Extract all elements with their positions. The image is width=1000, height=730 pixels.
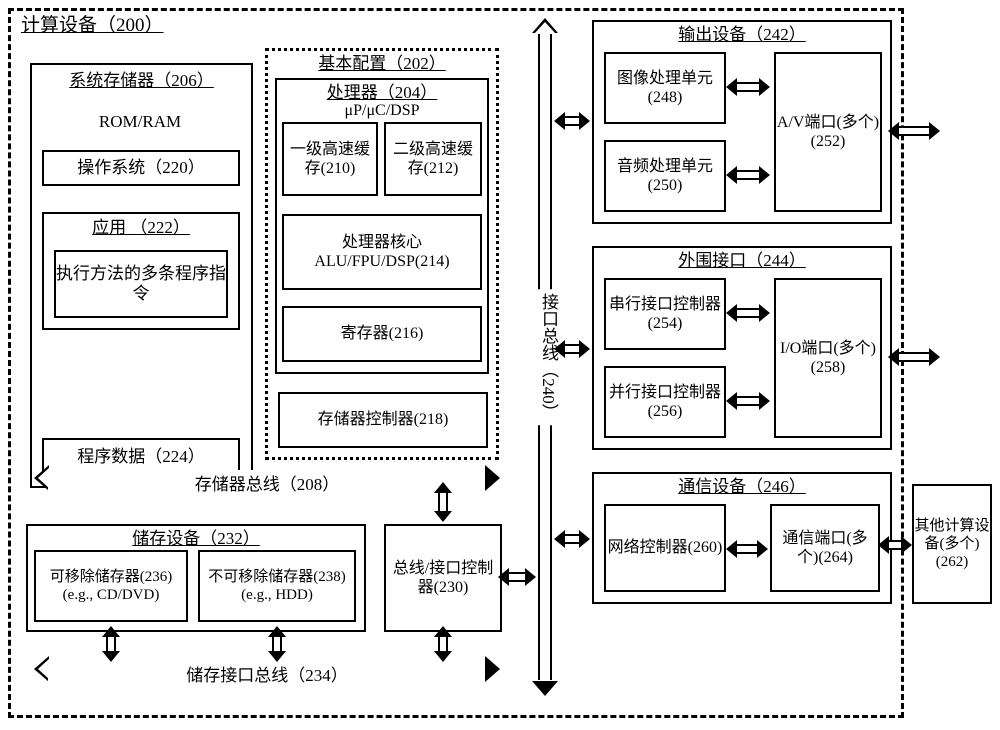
net-label: 网络控制器(260) [608,538,723,557]
mem-ctrl-label: 存储器控制器(218) [318,410,449,429]
comm-port-box: 通信端口(多个)(264) [770,504,880,592]
arrow-comm-bus [564,534,580,544]
app-body: 执行方法的多条程序指令 [54,250,228,318]
serial-label: 串行接口控制器(254) [606,295,724,333]
storage-title: 储存设备（232） [126,529,266,549]
arrow-gpu-av [736,82,760,92]
core-box: 处理器核心ALU/FPU/DSP(214) [282,214,482,290]
arrow-av-out [898,126,930,136]
arrow-serial-io [736,308,760,318]
arrow-net-port [736,544,758,554]
mem-bus-arrow: 存储器总线（208） [48,471,486,485]
if-bus-arrow: 接口总线（240） [538,32,552,682]
reg-box: 寄存器(216) [282,306,482,362]
av-label: A/V端口(多个)(252) [776,113,880,151]
l2-label: 二级高速缓存(212) [386,140,480,178]
arrow-output-bus [564,116,580,126]
net-ctrl-box: 网络控制器(260) [604,504,726,592]
bus-if-ctrl-box: 总线/接口控制器(230) [384,524,502,632]
arrow-removable-storagebus [106,636,116,652]
mem-ctrl-box: 存储器控制器(218) [278,392,488,448]
arrow-io-out [898,352,930,362]
io-label: I/O端口(多个)(258) [776,339,880,377]
output-title: 输出设备（242） [672,25,812,45]
l1-cache: 一级高速缓存(210) [282,122,378,196]
sys-mem-title: 系统存储器（206） [63,71,220,91]
arrow-nonremovable-storagebus [272,636,282,652]
audio-box: 音频处理单元(250) [604,140,726,212]
rom-ram-label: ROM/RAM [40,108,240,136]
nonremovable-label: 不可移除储存器(238) (e.g., HDD) [208,568,346,604]
basic-config-title: 基本配置（202） [312,54,452,74]
app-title: 应用 （222） [86,218,196,238]
comm-port-label: 通信端口(多个)(264) [772,529,878,567]
storage-if-bus-label: 储存接口总线（234） [48,661,486,686]
arrow-busctrl-bus [508,572,526,582]
other-label: 其他计算设备(多个)(262) [914,517,990,571]
av-port-box: A/V端口(多个)(252) [774,52,882,212]
proc-subtype: μP/μC/DSP [280,101,484,121]
os-box: 操作系统（220） [42,150,240,186]
mem-bus-label: 存储器总线（208） [48,470,486,495]
arrow-audio-av [736,170,760,180]
audio-label: 音频处理单元(250) [606,157,724,195]
removable-box: 可移除储存器(236) (e.g., CD/DVD) [34,550,188,622]
l2-cache: 二级高速缓存(212) [384,122,482,196]
arrow-busctrl-storagebus [438,636,448,652]
core-label: 处理器核心ALU/FPU/DSP(214) [284,233,480,271]
storage-if-bus-arrow: 储存接口总线（234） [48,662,486,676]
arrow-busctrl-membus [438,492,448,512]
parallel-box: 并行接口控制器(256) [604,366,726,438]
reg-label: 寄存器(216) [341,324,424,343]
arrow-comm-other [888,540,902,550]
serial-box: 串行接口控制器(254) [604,278,726,350]
l1-label: 一级高速缓存(210) [284,140,376,178]
removable-label: 可移除储存器(236) (e.g., CD/DVD) [50,568,173,604]
comm-title: 通信设备（246） [672,477,812,497]
parallel-label: 并行接口控制器(256) [606,383,724,421]
gpu-box: 图像处理单元(248) [604,52,726,124]
bus-if-ctrl-label: 总线/接口控制器(230) [386,559,500,597]
arrow-parallel-io [736,396,760,406]
io-port-box: I/O端口(多个)(258) [774,278,882,438]
device-title: 计算设备（200） [21,15,164,38]
gpu-label: 图像处理单元(248) [606,69,724,107]
arrow-periph-bus [564,344,580,354]
periph-title: 外围接口（244） [672,251,812,271]
nonremovable-box: 不可移除储存器(238) (e.g., HDD) [198,550,356,622]
other-devices-box: 其他计算设备(多个)(262) [912,484,992,604]
